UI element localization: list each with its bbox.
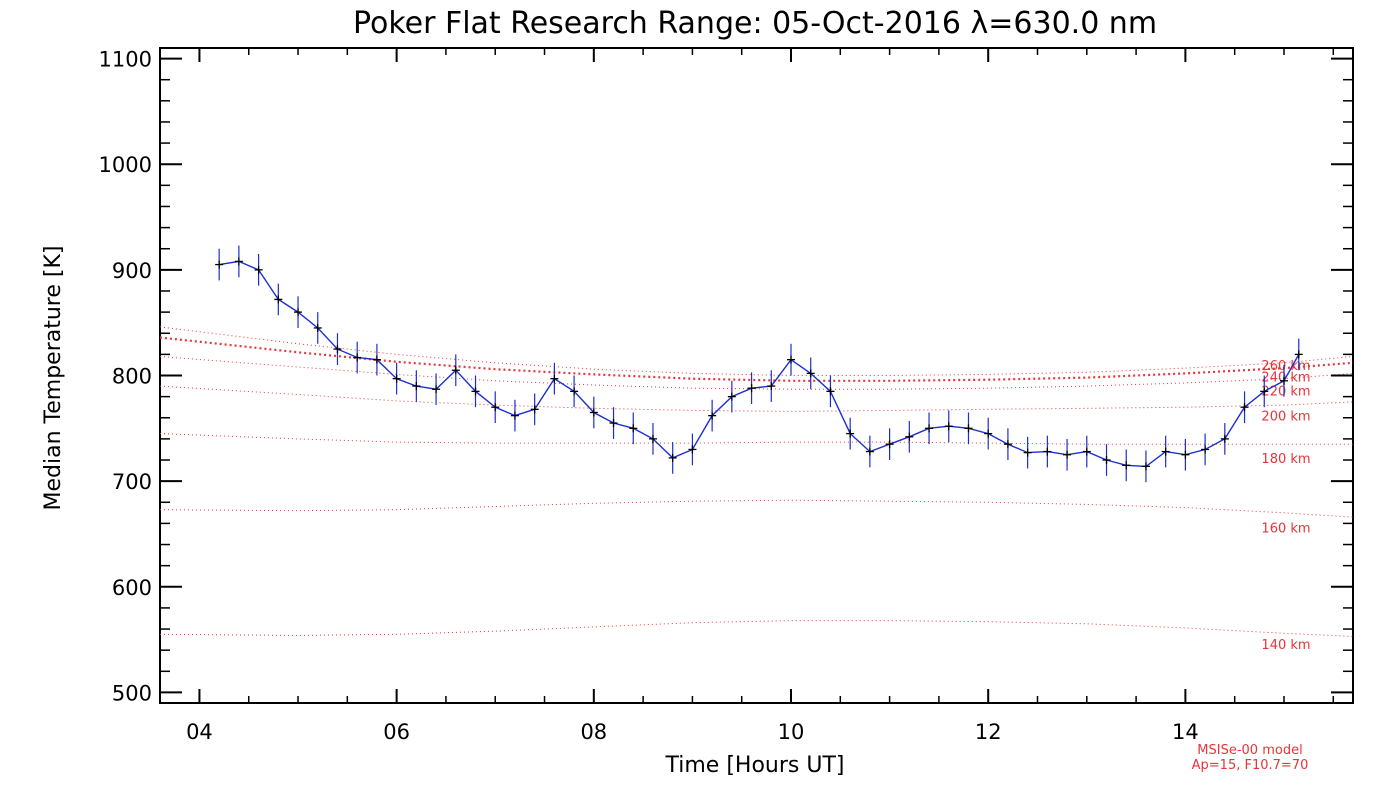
series-line	[219, 260, 1300, 468]
data-point	[609, 419, 618, 428]
data-point	[727, 392, 736, 401]
model-label-180-km: 180 km	[1261, 452, 1310, 467]
data-point	[944, 422, 953, 431]
y-tick-label: 700	[112, 470, 152, 494]
data-point	[1181, 450, 1190, 459]
model-note-line-1: MSISe-00 model	[1197, 743, 1302, 758]
data-point	[806, 369, 815, 378]
model-curve-140-km	[159, 620, 1354, 637]
axes: 04 06 08 10 12 14 500 600 700 800 900 1000 1100	[99, 48, 1353, 744]
data-point	[313, 323, 322, 332]
y-tick-label: 800	[112, 365, 152, 389]
x-axis-label: Time [Hours UT]	[665, 753, 845, 778]
data-point	[333, 345, 342, 354]
data-point	[1082, 447, 1091, 456]
data-point	[885, 440, 894, 449]
x-tick-label: 08	[580, 720, 607, 744]
data-point	[1102, 456, 1111, 465]
data-point	[1240, 403, 1249, 412]
model-label-200-km: 200 km	[1261, 410, 1310, 425]
data-point	[648, 434, 657, 443]
x-tick-label: 10	[778, 720, 805, 744]
y-axis-label: Median Temperature [K]	[41, 246, 66, 511]
data-point	[372, 355, 381, 364]
data-point	[826, 387, 835, 396]
data-point	[1220, 434, 1229, 443]
data-point	[708, 411, 717, 420]
data-point	[353, 353, 362, 362]
model-curve-240-km	[159, 336, 1354, 382]
model-label-140-km: 140 km	[1261, 638, 1310, 653]
model-curve-220-km	[159, 356, 1354, 390]
data-point	[984, 429, 993, 438]
model-label-160-km: 160 km	[1261, 522, 1310, 537]
model-curve-200-km	[159, 385, 1354, 412]
data-point	[905, 432, 914, 441]
data-point	[510, 411, 519, 420]
measured-series	[215, 245, 1303, 483]
data-point	[392, 374, 401, 383]
y-tick-label: 1100	[99, 48, 152, 72]
data-point	[1201, 445, 1210, 454]
data-point	[629, 424, 638, 433]
data-point	[964, 424, 973, 433]
data-point	[412, 382, 421, 391]
data-point	[1279, 376, 1288, 385]
x-tick-label: 12	[975, 720, 1002, 744]
y-tick-label: 600	[112, 576, 152, 600]
model-curve-160-km	[159, 499, 1354, 518]
model-curve-180-km	[159, 433, 1353, 445]
data-point	[570, 387, 579, 396]
model-label-220-km: 220 km	[1261, 384, 1310, 399]
chart-title: Poker Flat Research Range: 05-Oct-2016 λ…	[353, 6, 1157, 41]
data-point	[688, 445, 697, 454]
data-point	[530, 405, 539, 414]
data-point	[491, 403, 500, 412]
data-point	[1122, 461, 1131, 470]
data-point	[1260, 387, 1269, 396]
model-curve-260-km	[159, 326, 1354, 376]
x-tick-label: 06	[383, 720, 410, 744]
data-point	[1141, 462, 1150, 471]
data-point	[1023, 448, 1032, 457]
data-point	[668, 453, 677, 462]
data-point	[925, 424, 934, 433]
y-tick-label: 1000	[99, 153, 152, 177]
data-point	[432, 385, 441, 394]
data-point	[471, 387, 480, 396]
x-tick-label: 04	[186, 720, 213, 744]
data-point	[234, 257, 243, 266]
data-point	[589, 408, 598, 417]
data-point	[1161, 447, 1170, 456]
x-tick-label: 14	[1172, 720, 1199, 744]
data-point	[254, 265, 263, 274]
data-point	[550, 374, 559, 383]
data-point	[1003, 440, 1012, 449]
data-point	[1063, 450, 1072, 459]
data-point	[787, 355, 796, 364]
data-point	[1043, 447, 1052, 456]
y-tick-label: 900	[112, 259, 152, 283]
data-point	[1294, 350, 1303, 359]
data-point	[767, 382, 776, 391]
plot-frame	[159, 47, 1354, 704]
data-point	[274, 295, 283, 304]
data-point	[865, 447, 874, 456]
data-point	[215, 260, 224, 269]
data-point	[451, 366, 460, 375]
data-point	[747, 384, 756, 393]
data-point	[294, 308, 303, 317]
y-tick-label: 500	[112, 681, 152, 705]
data-point	[846, 429, 855, 438]
model-note-line-2: Ap=15, F10.7=70	[1192, 758, 1309, 773]
